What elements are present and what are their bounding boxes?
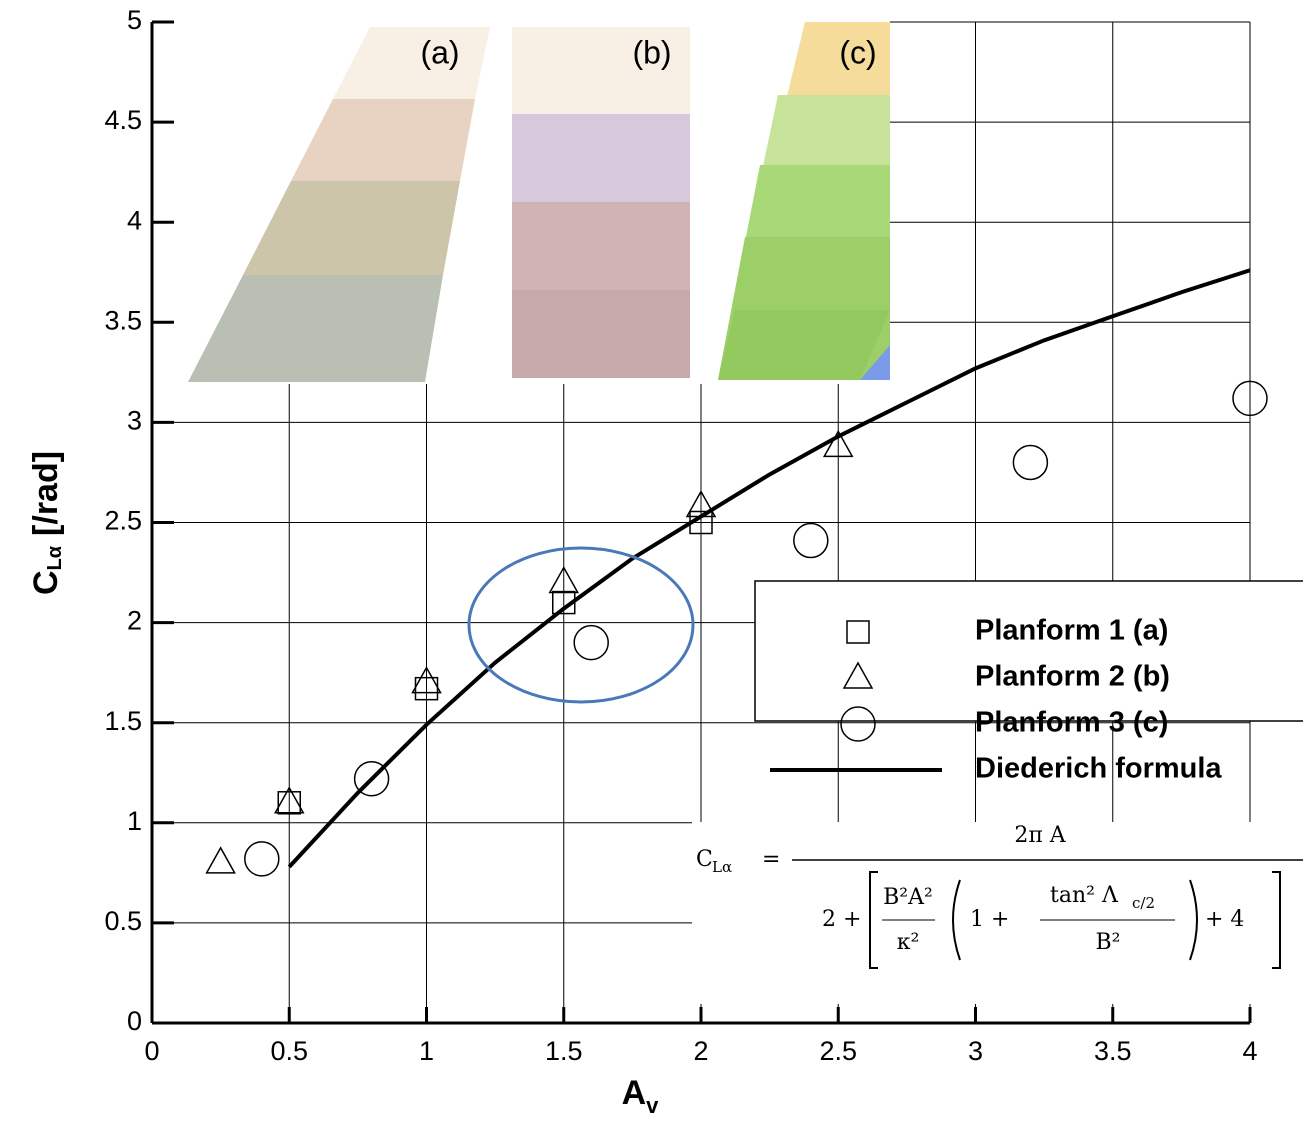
formula-line	[287, 268, 1251, 869]
triangle-marker	[548, 566, 580, 594]
formula-text: =	[762, 847, 780, 872]
x-tick-label: 0.5	[270, 1036, 308, 1066]
formula-text: tan² Λ	[1050, 883, 1119, 908]
circle-marker	[793, 522, 829, 559]
inset-band	[860, 345, 890, 380]
inset-band	[512, 27, 690, 114]
triangle-marker	[205, 846, 236, 874]
x-axis-label: Av	[622, 1074, 660, 1118]
circle-marker	[840, 706, 876, 742]
y-tick-label: 1	[127, 806, 142, 836]
marks	[205, 268, 1268, 877]
y-axis-label: CLα [/rad]	[27, 451, 66, 595]
x-tick-label: 1	[419, 1036, 434, 1066]
formula-text: 1 +	[970, 907, 1009, 932]
y-tick-label: 1.5	[104, 706, 142, 736]
square-marker	[277, 791, 301, 815]
circle-marker	[573, 624, 609, 661]
y-tick-label: 2.5	[104, 506, 142, 536]
y-tick-label: 2	[127, 606, 142, 636]
inset-band	[512, 290, 690, 378]
triangle-marker	[411, 666, 442, 694]
legend: Planform 1 (a) Planform 2 (b) Planform 3 (…	[770, 615, 1222, 785]
legend-box	[754, 580, 1303, 722]
formula-text: Lα	[712, 858, 732, 876]
y-tick-label: 3.5	[104, 305, 142, 335]
y-tick-label: 0.5	[104, 906, 142, 936]
formula: C Lα = 2π A 2 + B²A² κ² 1 + tan² Λ c/2 B…	[696, 823, 1303, 969]
triangle-marker	[842, 661, 874, 689]
circle-marker	[353, 761, 390, 797]
triangle-marker	[273, 786, 305, 814]
inset-band	[291, 99, 475, 181]
x-tick-label: 2.5	[819, 1036, 857, 1066]
inset-label: (c)	[839, 34, 876, 70]
axes: 0 0.5 1 1.5 2 2.5 3 3.5 4 0 0.5 1 1.5 2 2.5 3 3.5 4 4.5 5	[104, 5, 1257, 1066]
x-tick-label: 0	[144, 1036, 159, 1066]
y-tick-label: 3	[127, 406, 142, 436]
formula-text: κ²	[897, 930, 920, 955]
y-label-sub: Lα	[44, 545, 66, 570]
x-tick-label: 1.5	[545, 1036, 583, 1066]
y-tick-label: 4.5	[104, 105, 142, 135]
square-marker	[846, 620, 870, 644]
y-tick-label: 4	[127, 205, 142, 235]
formula-background	[692, 822, 1303, 1004]
insets: (a) (b) (c)	[160, 18, 890, 384]
triangle-marker	[822, 429, 854, 458]
formula-text: C	[696, 847, 713, 872]
legend-label: Planform 3 (c)	[975, 707, 1168, 739]
circle-marker	[1012, 444, 1049, 481]
legend-label: Planform 1 (a)	[975, 615, 1168, 647]
legend-label: Diederich formula	[975, 753, 1222, 785]
y-tick-label: 0	[127, 1006, 142, 1036]
formula-text: 2π A	[1014, 823, 1066, 848]
formula-text: B²A²	[883, 885, 933, 910]
x-tick-label: 4	[1242, 1036, 1257, 1066]
x-label-main: A	[622, 1074, 647, 1112]
y-label-main: C	[27, 570, 65, 595]
y-label-unit: [/rad]	[27, 451, 65, 536]
x-tick-label: 2	[693, 1036, 708, 1066]
inset-label: (b)	[632, 34, 671, 70]
y-tick-label: 5	[127, 5, 142, 35]
inset-band	[718, 310, 890, 380]
inset-band	[512, 114, 690, 202]
inset-band	[188, 275, 443, 382]
circle-marker	[244, 841, 280, 877]
formula-text: B²	[1096, 930, 1121, 955]
inset-band	[512, 202, 690, 290]
highlight-ellipse	[467, 546, 695, 704]
inset-band	[333, 27, 490, 99]
legend-label: Planform 2 (b)	[975, 661, 1170, 693]
x-tick-label: 3	[968, 1036, 983, 1066]
circle-marker	[1232, 380, 1268, 417]
paren	[952, 879, 961, 961]
formula-text: 2 +	[822, 907, 861, 932]
inset-band	[243, 181, 460, 275]
formula-text: + 4	[1205, 907, 1244, 932]
x-label-sub: v	[646, 1093, 659, 1118]
bracket	[1272, 871, 1281, 969]
inset-label: (a)	[420, 34, 459, 70]
formula-text: c/2	[1132, 894, 1155, 912]
paren	[1189, 879, 1198, 961]
x-tick-label: 3.5	[1094, 1036, 1132, 1066]
bracket	[869, 871, 878, 969]
